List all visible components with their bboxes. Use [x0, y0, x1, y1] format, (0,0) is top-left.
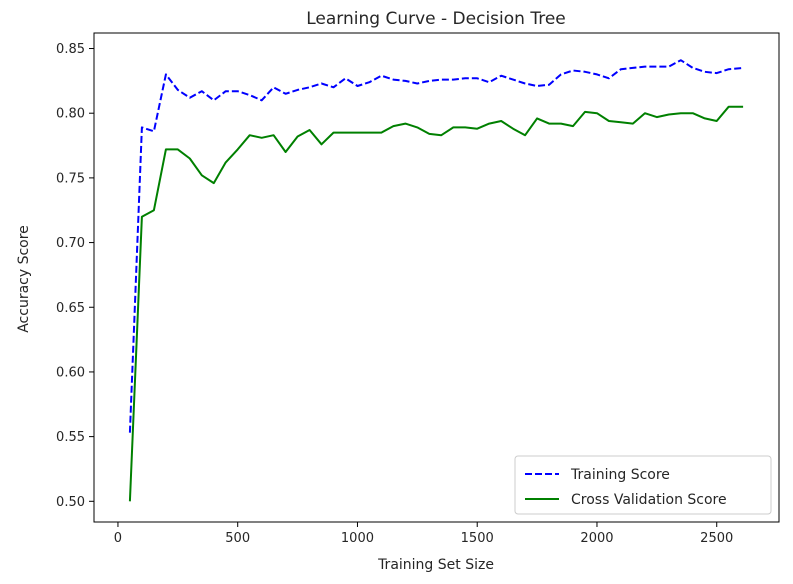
legend: Training Score Cross Validation Score [514, 455, 772, 515]
legend-box [514, 455, 772, 515]
chart-title: Learning Curve - Decision Tree [306, 9, 566, 29]
y-axis-ticks: 0.50 0.55 0.60 0.65 0.70 0.75 0.80 0.85 [56, 42, 94, 510]
series-line-cross-validation-score [128, 105, 744, 502]
y-tick-label: 0.55 [56, 430, 85, 445]
legend-label: Cross Validation Score [571, 492, 727, 508]
x-tick-label: 2500 [700, 531, 733, 546]
x-tick-label: 1500 [461, 531, 494, 546]
x-tick-label: 500 [225, 531, 250, 546]
x-axis-label: Training Set Size [377, 557, 494, 573]
series-line-training-score [128, 59, 744, 433]
y-tick-label: 0.60 [56, 365, 85, 380]
legend-label: Training Score [570, 467, 670, 483]
x-tick-label: 2000 [580, 531, 613, 546]
y-tick-label: 0.65 [56, 301, 85, 316]
x-axis-ticks: 0 500 1000 1500 2000 2500 [114, 522, 733, 546]
x-tick-label: 1000 [341, 531, 374, 546]
y-tick-label: 0.75 [56, 171, 85, 186]
y-axis-label: Accuracy Score [16, 225, 32, 333]
y-tick-label: 0.70 [56, 236, 85, 251]
plot-area [128, 59, 744, 502]
y-tick-label: 0.85 [56, 42, 85, 57]
y-tick-label: 0.80 [56, 107, 85, 122]
y-tick-label: 0.50 [56, 495, 85, 510]
x-tick-label: 0 [114, 531, 122, 546]
plot-frame [93, 32, 780, 523]
